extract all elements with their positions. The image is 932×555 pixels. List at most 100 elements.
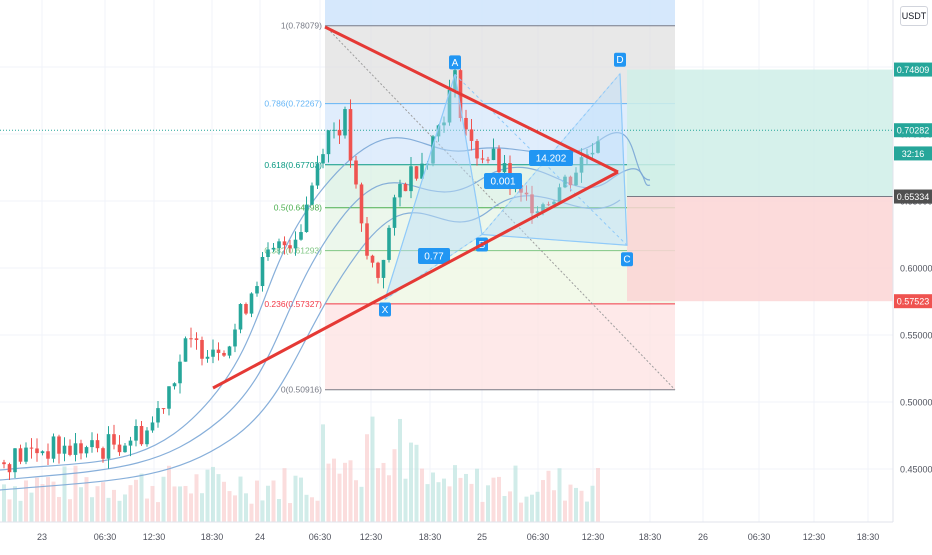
x-tick-label: 23 [37,532,47,542]
volume-bar [172,486,177,522]
volume-bar [442,478,446,522]
volume-bars [2,416,600,522]
candle-body [90,440,94,448]
pattern-point-label: A [452,58,459,69]
candle-body [519,185,523,193]
candle-body [260,256,265,287]
candle-body [315,163,320,186]
x-tick-label: 18:30 [857,532,880,542]
volume-bar [475,468,479,522]
volume-bar [310,497,314,522]
price-marker-badge [894,189,932,204]
candle-body [46,451,50,459]
volume-bar [392,449,397,522]
candle-body [117,444,122,453]
volume-bar [464,473,468,522]
volume-bar [403,478,408,522]
candle-body [398,184,402,198]
candle-body [255,286,259,294]
price-marker-label: 32:16 [902,149,925,159]
volume-bar [513,465,518,522]
candle-body [491,148,496,161]
y-tick-label: 0.45000 [900,465,932,475]
candle-body [557,187,562,202]
candle-body [57,436,61,454]
candle-body [112,434,116,445]
triangle-lines [212,25,619,390]
candle-body [332,129,336,131]
candle-body [376,262,380,278]
volume-bar [332,458,336,522]
volume-bar [139,473,144,522]
candle-body [596,141,600,153]
volume-bar [486,485,490,522]
candle-body [216,349,221,353]
volume-bar [458,477,463,522]
fib-extension-band [325,0,675,26]
volume-bar [552,490,556,522]
candle-body [359,184,364,224]
candle-body [343,109,347,136]
volume-bar [381,462,386,522]
volume-bar [508,491,512,522]
volume-bar [590,485,595,522]
candle-body [354,160,358,185]
candle-body [475,140,479,159]
volume-bar [546,470,551,522]
volume-bar [260,500,265,522]
volume-bar [579,490,584,522]
volume-bar [277,498,281,522]
candle-body [535,211,540,214]
volume-bar [134,479,138,522]
candle-body [409,166,413,192]
x-tick-label: 12:30 [582,532,605,542]
volume-bar [557,468,562,522]
currency-label: USDT [901,11,927,21]
x-tick-label: 12:30 [143,532,166,542]
moving-average-line [0,131,651,471]
candle-body [266,249,270,257]
volume-bar [101,482,105,522]
volume-bar [84,477,89,522]
volume-bar [585,501,589,522]
x-tick-label: 06:30 [748,532,771,542]
candle-body [563,176,567,188]
candle-body [326,130,331,155]
volume-bar [150,485,155,522]
volume-bar [398,418,402,522]
volume-bar [541,480,545,522]
candle-body [194,338,199,340]
candle-body [167,386,171,409]
candle-body [530,194,534,214]
volume-bar [425,484,430,522]
currency-button[interactable]: USDT [900,6,928,26]
candle-body [469,129,474,141]
candle-body [205,356,210,359]
candle-body [172,383,177,387]
fib-level-label: 0.5(0.64498) [274,203,322,213]
price-marker-label: 0.57523 [897,297,930,307]
candle-body [222,352,226,356]
volume-bar [282,468,287,522]
candle-body [370,255,375,263]
fib-trend-line [324,25,676,391]
candle-body [189,338,193,340]
volume-bar [249,503,254,522]
volume-bar [480,501,485,522]
x-tick-label: 24 [255,532,265,542]
candle-body [552,201,556,205]
volume-bar [596,467,600,522]
volume-bar [244,493,248,522]
candle-body [486,159,490,161]
volume-bar [156,502,160,522]
volume-bar [128,485,133,522]
volume-bar [326,463,331,522]
volume-bar [524,496,529,522]
volume-bar [574,487,578,522]
volume-bar [227,491,232,522]
pattern-ratio-label: 14.202 [536,154,567,165]
candle-body [277,241,281,249]
volume-bar [414,444,419,522]
